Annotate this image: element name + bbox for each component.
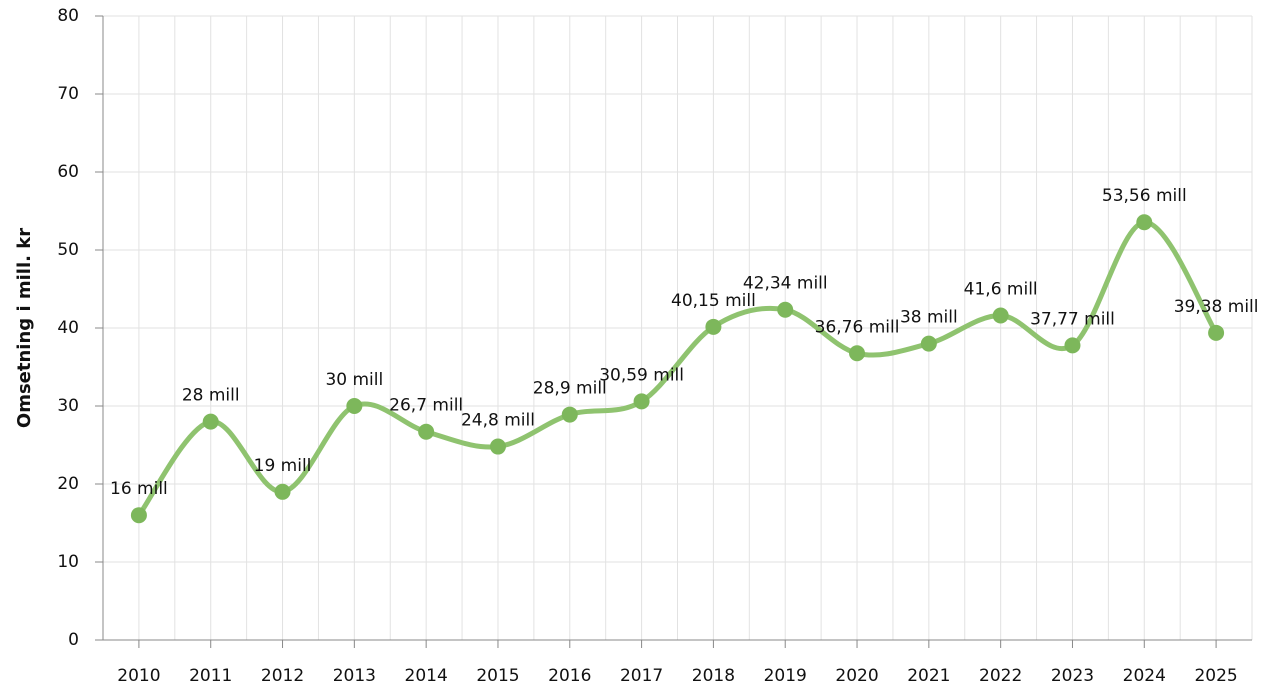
- x-tick-label: 2010: [117, 666, 160, 686]
- point: [705, 318, 722, 335]
- y-tick-label: 30: [57, 396, 79, 416]
- data-label: 39,38 mill: [1174, 297, 1259, 317]
- x-tick-label: 2025: [1194, 666, 1237, 686]
- x-tick-label: 2019: [764, 666, 807, 686]
- x-tick-label: 2016: [548, 666, 591, 686]
- x-tick-label: 2015: [476, 666, 519, 686]
- y-tick-label: 0: [68, 630, 79, 650]
- data-label: 19 mill: [254, 456, 312, 476]
- data-label: 30 mill: [325, 370, 383, 390]
- x-tick-label: 2011: [189, 666, 232, 686]
- point: [1208, 324, 1225, 341]
- x-tick-label: 2012: [261, 666, 304, 686]
- point: [561, 406, 578, 423]
- point: [418, 423, 435, 440]
- x-tick-label: 2021: [907, 666, 950, 686]
- point: [920, 335, 937, 352]
- data-label: 37,77 mill: [1030, 309, 1115, 329]
- point: [274, 483, 291, 500]
- data-label: 42,34 mill: [743, 274, 828, 294]
- x-tick-label: 2020: [835, 666, 878, 686]
- data-label: 41,6 mill: [964, 280, 1038, 300]
- point: [346, 398, 363, 414]
- data-label: 53,56 mill: [1102, 186, 1187, 206]
- y-tick-label: 20: [57, 474, 79, 494]
- y-tick-label: 80: [57, 6, 79, 26]
- data-label: 16 mill: [110, 479, 168, 499]
- point: [1064, 337, 1081, 354]
- data-label: 28 mill: [182, 386, 240, 406]
- data-label: 40,15 mill: [671, 291, 756, 311]
- data-label: 30,59 mill: [599, 365, 684, 385]
- point: [849, 345, 866, 362]
- y-tick-label: 40: [57, 318, 79, 338]
- y-tick-label: 60: [57, 162, 79, 182]
- x-tick-label: 2023: [1051, 666, 1094, 686]
- data-label: 28,9 mill: [533, 379, 607, 399]
- y-tick-label: 70: [57, 84, 79, 104]
- data-label: 38 mill: [900, 308, 958, 328]
- y-axis-label: Omsetning i mill. kr: [14, 228, 35, 428]
- x-tick-label: 2022: [979, 666, 1022, 686]
- y-tick-label: 10: [57, 552, 79, 572]
- point: [992, 307, 1009, 324]
- x-tick-label: 2018: [692, 666, 735, 686]
- point: [130, 507, 147, 524]
- data-label: 26,7 mill: [389, 396, 463, 416]
- x-tick-label: 2013: [333, 666, 376, 686]
- point: [202, 413, 219, 430]
- x-tick-label: 2017: [620, 666, 663, 686]
- point: [633, 393, 650, 410]
- x-tick-label: 2014: [405, 666, 448, 686]
- data-label: 24,8 mill: [461, 411, 535, 431]
- point: [489, 438, 506, 455]
- point: [1136, 214, 1153, 231]
- point: [777, 301, 794, 318]
- y-tick-label: 50: [57, 240, 79, 260]
- x-tick-label: 2024: [1123, 666, 1166, 686]
- data-label: 36,76 mill: [815, 317, 900, 337]
